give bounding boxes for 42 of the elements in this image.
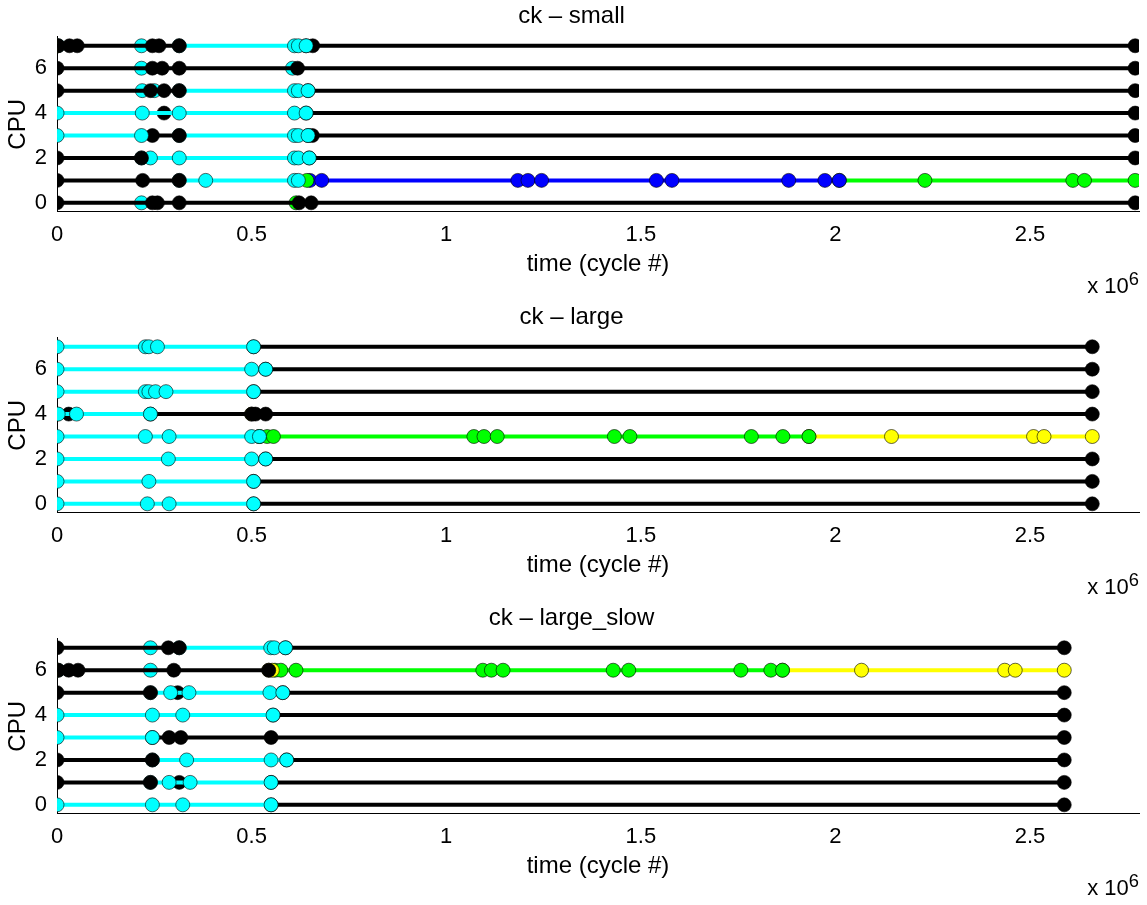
y-tick-label: 4	[34, 99, 48, 125]
y-tick-label: 4	[34, 400, 48, 426]
x-tick-label: 1.5	[625, 823, 657, 849]
x-tick-label: 2.5	[1014, 823, 1046, 849]
x-axis-title: time (cycle #)	[526, 249, 670, 277]
x-tick-label: 0	[50, 221, 64, 247]
x-tick-label: 1.5	[625, 522, 657, 548]
x-tick-label: 0	[50, 823, 64, 849]
text: x 10$^{6}$	[1087, 568, 1139, 600]
y-axis-title: CPU	[3, 399, 31, 451]
y-tick-label: 6	[34, 54, 48, 80]
x-tick-label: 0.5	[236, 221, 267, 247]
x-tick-label: 0	[50, 522, 64, 548]
y-tick-label: 0	[34, 790, 48, 816]
chart-title: ck – large_slow	[488, 603, 655, 631]
x-tick-label: 1	[440, 823, 453, 849]
x-tick-label: 2.5	[1014, 221, 1046, 247]
chart-title: ck – small	[518, 1, 625, 29]
x-tick-label: 2	[829, 823, 842, 849]
y-tick-label: 0	[34, 188, 48, 214]
x-tick-label: 2	[829, 522, 842, 548]
x-tick-label: 1.5	[625, 221, 657, 247]
text: x 10$^{6}$	[1087, 869, 1139, 901]
y-axis-title: CPU	[3, 700, 31, 752]
y-tick-label: 2	[34, 445, 48, 471]
x-tick-label: 1	[440, 221, 453, 247]
y-tick-label: 4	[34, 701, 48, 727]
x-tick-label: 2.5	[1014, 522, 1046, 548]
x-tick-label: 0.5	[236, 522, 267, 548]
x-tick-label: 1	[440, 522, 453, 548]
y-tick-label: 6	[34, 656, 48, 682]
x-axis-title: time (cycle #)	[526, 851, 670, 879]
chart-title: ck – large	[519, 302, 624, 330]
y-tick-label: 2	[34, 746, 48, 772]
text: x 10$^{6}$	[1087, 267, 1139, 299]
y-axis-title: CPU	[3, 98, 31, 150]
y-tick-label: 6	[34, 355, 48, 381]
x-tick-label: 0.5	[236, 823, 267, 849]
y-tick-label: 0	[34, 489, 48, 515]
x-axis-title: time (cycle #)	[526, 550, 670, 578]
y-tick-label: 2	[34, 144, 48, 170]
x-tick-label: 2	[829, 221, 842, 247]
